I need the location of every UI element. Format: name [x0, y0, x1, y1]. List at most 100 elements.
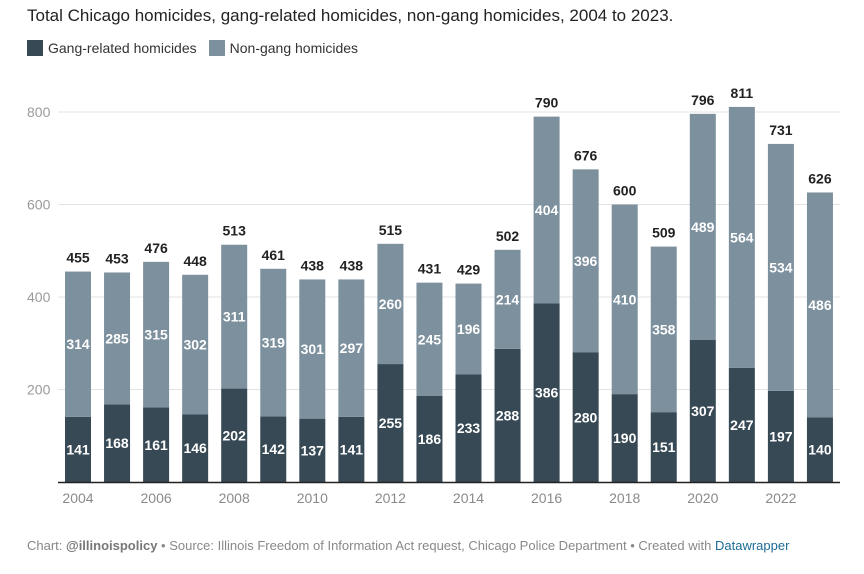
y-tick-label: 200 — [27, 382, 51, 398]
label-total-2019: 509 — [652, 225, 676, 241]
chart-footer: Chart: @illinoispolicy • Source: Illinoi… — [27, 538, 789, 553]
y-axis: 200 400 600 800 — [27, 104, 51, 398]
gridlines — [58, 111, 840, 390]
label-gang-2008: 202 — [223, 427, 247, 443]
label-total-2004: 455 — [66, 250, 90, 266]
label-total-2022: 731 — [769, 122, 793, 138]
label-non-gang-2005: 285 — [105, 330, 129, 346]
x-tick-label: 2008 — [219, 490, 250, 506]
bar-non-gang-2006 — [143, 261, 170, 408]
y-tick-label: 600 — [27, 197, 51, 213]
bar-non-gang-2007 — [182, 274, 209, 415]
bar-non-gang-2016 — [533, 116, 560, 304]
bar-non-gang-2019 — [650, 246, 677, 413]
label-non-gang-2009: 319 — [262, 335, 286, 351]
bar-non-gang-2015 — [494, 249, 521, 349]
bar-non-gang-2009 — [260, 268, 287, 417]
label-gang-2016: 386 — [535, 385, 559, 401]
bar-non-gang-2020 — [689, 113, 716, 341]
label-gang-2006: 161 — [144, 437, 168, 453]
bar-gang-2013 — [416, 395, 443, 482]
x-tick-label: 2012 — [375, 490, 406, 506]
x-tick-label: 2014 — [453, 490, 484, 506]
label-gang-2019: 151 — [652, 439, 676, 455]
bar-non-gang-2005 — [104, 272, 131, 405]
label-non-gang-2011: 297 — [340, 340, 364, 356]
label-gang-2013: 186 — [418, 431, 442, 447]
label-non-gang-2021: 564 — [730, 229, 754, 245]
bar-gang-2022 — [767, 390, 794, 482]
bar-gang-2023 — [806, 417, 833, 482]
label-total-2020: 796 — [691, 92, 715, 108]
legend-swatch-non-gang — [208, 40, 225, 56]
label-gang-2009: 142 — [262, 441, 286, 457]
label-non-gang-2015: 214 — [496, 291, 520, 307]
label-non-gang-2008: 311 — [223, 309, 246, 325]
bar-gang-2012 — [377, 364, 404, 482]
label-gang-2004: 141 — [66, 441, 90, 457]
y-tick-label: 400 — [27, 289, 51, 305]
label-total-2012: 515 — [379, 222, 403, 238]
bar-non-gang-2022 — [767, 143, 794, 391]
stacked-bar-chart: 200 400 600 800 141 314 455 168 285 453 161 315 476… — [27, 85, 840, 506]
x-tick-label: 2016 — [531, 490, 562, 506]
data-labels: 141 314 455 168 285 453 161 315 476 146 302 448 202 3… — [66, 85, 832, 458]
bar-gang-2020 — [689, 340, 716, 482]
bar-gang-2006 — [143, 407, 170, 482]
bar-non-gang-2021 — [728, 106, 755, 368]
bar-gang-2019 — [650, 412, 677, 482]
label-gang-2007: 146 — [183, 440, 207, 456]
bar-gang-2017 — [572, 352, 599, 482]
legend-swatch-gang — [27, 40, 43, 56]
footer-separator-1: • — [157, 538, 170, 553]
bar-non-gang-2011 — [338, 279, 365, 417]
x-axis: 2004 2006 2008 2010 2012 2014 2016 2018 2020 2022 — [58, 481, 840, 506]
bar-gang-2011 — [338, 416, 365, 482]
label-total-2016: 790 — [535, 95, 559, 111]
bar-gang-2005 — [104, 404, 131, 482]
bar-gang-2016 — [533, 303, 560, 482]
x-tick-label: 2010 — [297, 490, 328, 506]
x-tick-label: 2006 — [141, 490, 172, 506]
bar-gang-2018 — [611, 394, 638, 482]
label-total-2013: 431 — [418, 261, 442, 277]
label-total-2007: 448 — [183, 253, 207, 269]
label-gang-2005: 168 — [105, 435, 129, 451]
label-gang-2015: 288 — [496, 407, 520, 423]
x-tick-label: 2018 — [609, 490, 640, 506]
label-non-gang-2022: 534 — [769, 259, 793, 275]
bar-non-gang-2010 — [299, 279, 326, 419]
bar-non-gang-2017 — [572, 169, 599, 353]
footer-chart-prefix: Chart: — [27, 538, 67, 553]
bars — [65, 106, 833, 482]
label-total-2005: 453 — [105, 250, 129, 266]
label-total-2023: 626 — [808, 170, 832, 186]
label-total-2015: 502 — [496, 228, 520, 244]
footer-separator-2: • — [626, 538, 639, 553]
label-gang-2012: 255 — [379, 415, 403, 431]
bar-non-gang-2023 — [806, 192, 833, 418]
datawrapper-link[interactable]: Datawrapper — [714, 538, 790, 553]
label-non-gang-2018: 410 — [613, 291, 637, 307]
legend-item-gang: Gang-related homicides — [27, 40, 197, 56]
label-total-2011: 438 — [340, 257, 364, 273]
label-non-gang-2023: 486 — [808, 297, 832, 313]
label-gang-2021: 247 — [730, 417, 754, 433]
label-non-gang-2004: 314 — [66, 336, 90, 352]
label-total-2014: 429 — [457, 262, 481, 278]
label-non-gang-2006: 315 — [144, 327, 168, 343]
label-gang-2011: 141 — [340, 441, 364, 457]
label-gang-2022: 197 — [769, 428, 793, 444]
label-non-gang-2013: 245 — [418, 331, 442, 347]
legend-label-gang: Gang-related homicides — [48, 40, 197, 56]
legend-item-non-gang: Non-gang homicides — [208, 40, 358, 56]
bar-gang-2010 — [299, 418, 326, 482]
label-total-2021: 811 — [731, 85, 754, 101]
bar-non-gang-2004 — [65, 271, 91, 417]
y-tick-label: 800 — [27, 104, 51, 120]
bar-gang-2014 — [455, 374, 482, 482]
footer-source: Source: Illinois Freedom of Information … — [169, 538, 627, 553]
x-tick-label: 2004 — [62, 490, 93, 506]
bar-non-gang-2012 — [377, 243, 404, 365]
bar-non-gang-2008 — [221, 244, 248, 389]
